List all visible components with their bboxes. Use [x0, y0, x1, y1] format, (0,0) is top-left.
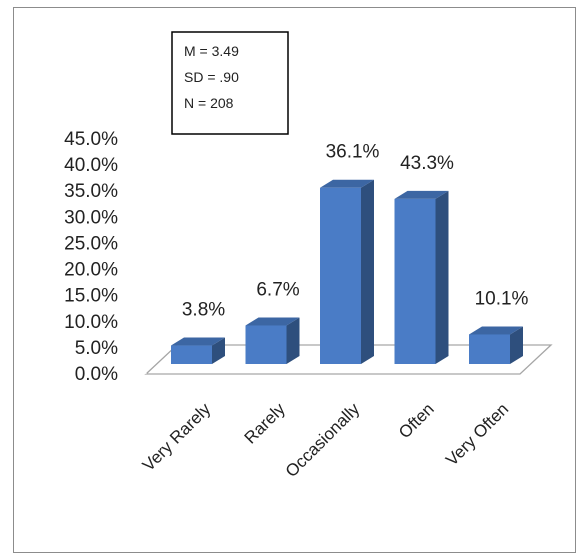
bar-front: [469, 334, 510, 364]
y-axis: 0.0% 5.0% 10.0% 15.0% 20.0% 25.0% 30.0% 35.0% 40…: [64, 74, 147, 385]
y-tick-label: 35.0%: [64, 181, 118, 202]
bar: [171, 337, 225, 364]
stats-box: M = 3.49 SD = .90 N = 208: [171, 31, 289, 135]
y-tick-label: 20.0%: [64, 260, 118, 281]
bar-side: [510, 326, 523, 364]
bar-front: [245, 325, 287, 364]
y-tick-label: 5.0%: [75, 338, 118, 359]
stats-sd: SD = .90: [184, 69, 239, 85]
data-label: 36.1%: [326, 142, 380, 163]
category-label: Very Often: [442, 399, 512, 469]
bar: [245, 317, 300, 364]
stats-box-border: [171, 31, 289, 135]
y-tick-label: 30.0%: [64, 207, 118, 228]
y-tick-label: 45.0%: [64, 129, 118, 150]
bar-side: [212, 337, 225, 364]
y-tick-label: 0.0%: [75, 364, 118, 385]
bars: [171, 179, 523, 364]
stats-n: N = 208: [184, 95, 234, 111]
bar-side: [286, 317, 300, 364]
y-tick-label: 25.0%: [64, 233, 118, 254]
bar-front: [394, 198, 436, 364]
bar: [469, 326, 523, 364]
bar: [394, 190, 449, 364]
category-label: Occasionally: [282, 399, 364, 481]
chart-frame: [13, 7, 576, 553]
bar-top: [245, 317, 300, 326]
bar-top: [171, 337, 225, 346]
data-label: 3.8%: [182, 300, 225, 321]
bar-side: [435, 190, 449, 364]
bar-top: [320, 179, 374, 188]
data-labels: 3.8% 6.7% 36.1% 43.3% 10.1%: [182, 142, 529, 321]
data-label: 6.7%: [256, 280, 299, 301]
y-tick-label: 10.0%: [64, 312, 118, 333]
y-tick-label: 15.0%: [64, 286, 118, 307]
bar-front: [320, 187, 361, 364]
bar: [320, 179, 374, 364]
bar-top: [469, 326, 523, 335]
data-label: 43.3%: [400, 153, 454, 174]
category-label: Very Rarely: [139, 399, 215, 475]
category-label: Rarely: [241, 399, 290, 448]
data-label: 10.1%: [475, 288, 529, 309]
category-label: Often: [395, 399, 438, 442]
stats-mean: M = 3.49: [184, 43, 239, 59]
bar-front: [171, 345, 212, 364]
bar-top: [394, 190, 449, 199]
bar-side: [361, 179, 374, 364]
y-tick-label: 40.0%: [64, 155, 118, 176]
